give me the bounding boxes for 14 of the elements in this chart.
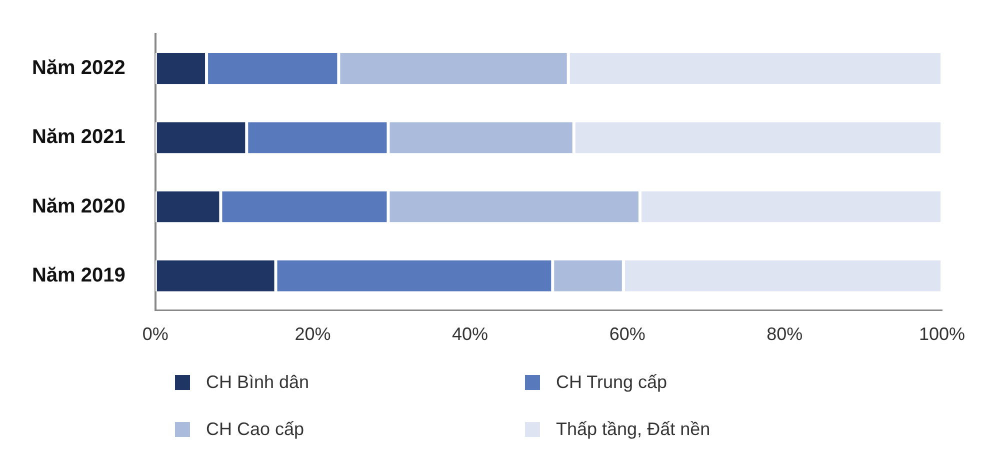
legend-label: CH Trung cấp <box>556 372 668 393</box>
x-tick-label: 0% <box>142 324 168 344</box>
y-tick-label: Năm 2021 <box>32 126 126 148</box>
legend-label: Thấp tầng, Đất nền <box>556 419 710 440</box>
x-tick-label: 20% <box>294 324 331 344</box>
legend-label: CH Bình dân <box>206 372 310 393</box>
x-tick-label: 60% <box>609 324 646 344</box>
x-tick-label: 80% <box>766 324 803 344</box>
legend-label: CH Cao cấp <box>206 419 304 440</box>
x-tick-label: 100% <box>918 324 966 344</box>
x-tick-label: 40% <box>452 324 488 344</box>
y-tick-label: Năm 2019 <box>32 264 126 286</box>
y-tick-label: Năm 2022 <box>32 57 126 80</box>
y-tick-label: Năm 2020 <box>32 195 126 218</box>
